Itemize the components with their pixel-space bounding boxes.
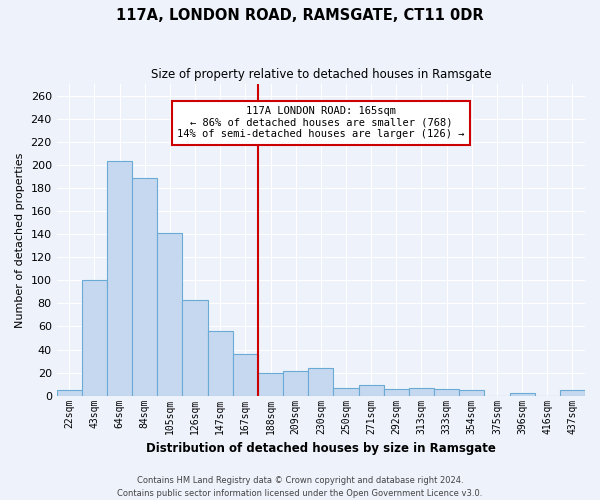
Bar (182, 300, 208, 396)
X-axis label: Distribution of detached houses by size in Ramsgate: Distribution of detached houses by size … (146, 442, 496, 455)
Text: 117A, LONDON ROAD, RAMSGATE, CT11 0DR: 117A, LONDON ROAD, RAMSGATE, CT11 0DR (116, 8, 484, 22)
Bar (283, 372, 308, 396)
Bar (359, 386, 384, 396)
Bar (308, 368, 334, 396)
Bar (509, 394, 535, 396)
Bar (56, 390, 82, 396)
Y-axis label: Number of detached properties: Number of detached properties (15, 152, 25, 328)
Bar (258, 372, 283, 396)
Bar (82, 280, 107, 396)
Text: Contains HM Land Registry data © Crown copyright and database right 2024.
Contai: Contains HM Land Registry data © Crown c… (118, 476, 482, 498)
Bar (208, 331, 233, 396)
Bar (434, 388, 459, 396)
Bar (459, 390, 484, 396)
Bar (132, 178, 157, 396)
Title: Size of property relative to detached houses in Ramsgate: Size of property relative to detached ho… (151, 68, 491, 80)
Bar (334, 388, 359, 396)
Bar (107, 160, 132, 396)
Bar (157, 233, 182, 396)
Bar (233, 354, 258, 396)
Bar (384, 388, 409, 396)
Bar (409, 388, 434, 396)
Bar (560, 390, 585, 396)
Text: 117A LONDON ROAD: 165sqm
← 86% of detached houses are smaller (768)
14% of semi-: 117A LONDON ROAD: 165sqm ← 86% of detach… (177, 106, 464, 140)
